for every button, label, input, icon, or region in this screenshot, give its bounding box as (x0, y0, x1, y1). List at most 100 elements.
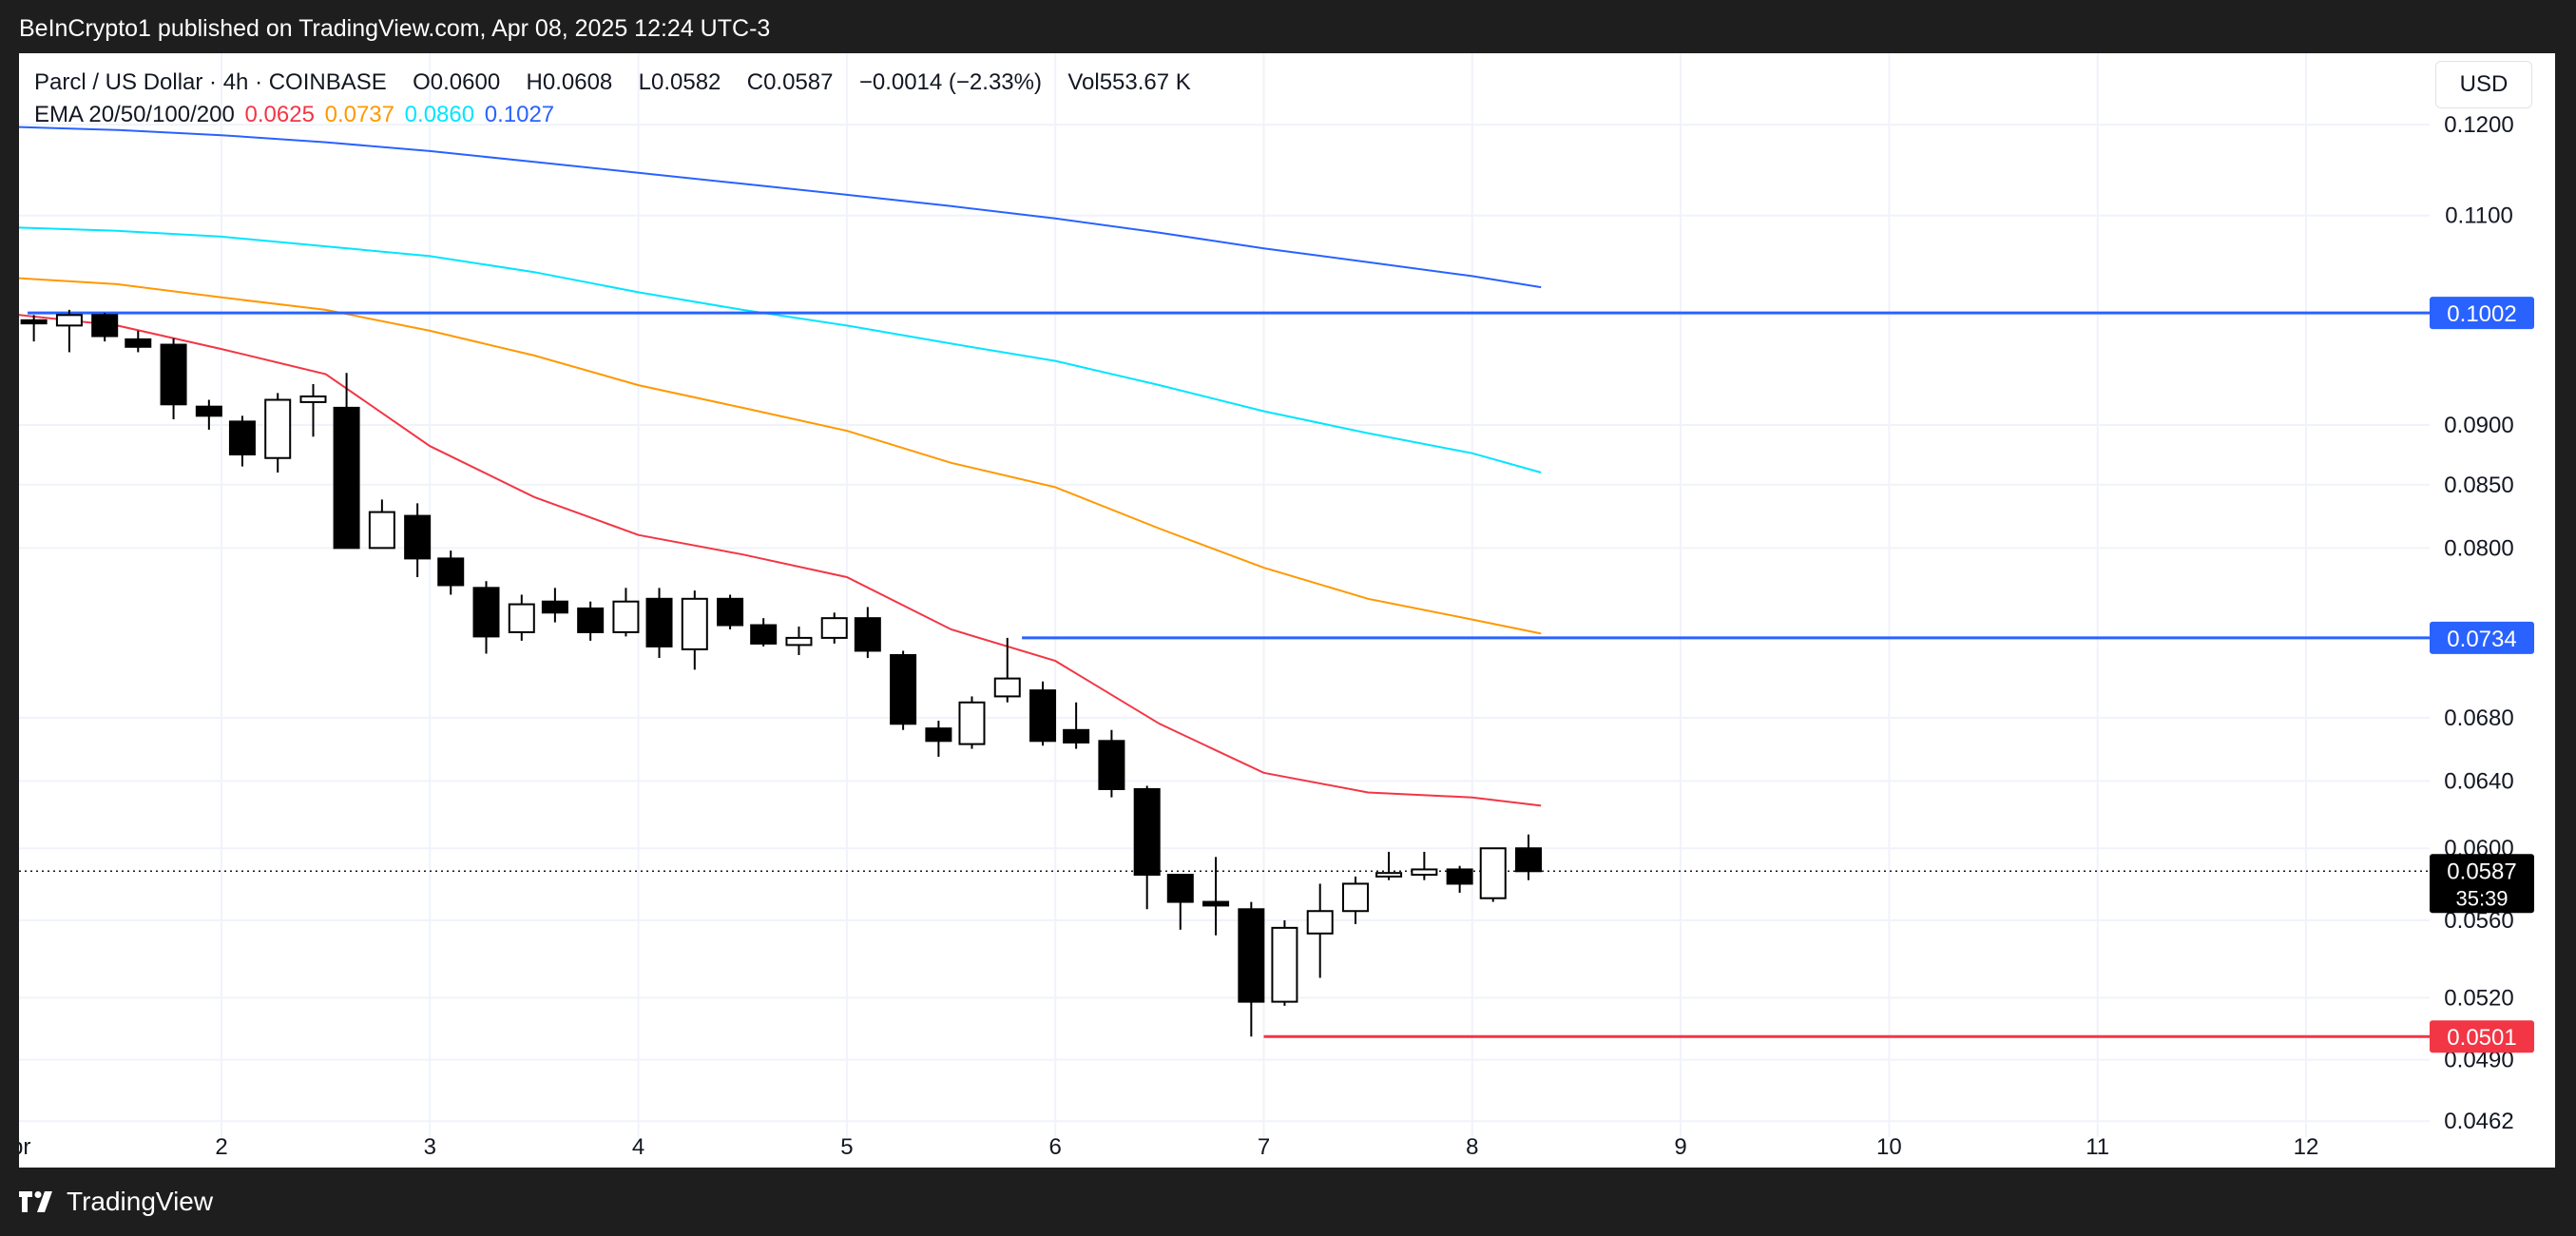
y-tick-label: 0.0900 (2444, 413, 2513, 438)
x-tick-label: Apr (19, 1134, 30, 1160)
candle-body (1375, 872, 1403, 878)
candle-body (1133, 787, 1161, 877)
ema50-value: 0.0737 (324, 102, 394, 127)
ohlc-high-label: H (526, 69, 543, 95)
candle-up (1479, 847, 1507, 902)
candle-body (91, 314, 119, 338)
candle-up (681, 590, 708, 670)
candle-up (1271, 920, 1298, 1006)
price-change: −0.0014 (−2.33%) (858, 69, 1042, 95)
candle-down (1446, 865, 1473, 893)
x-tick-label: 10 (1876, 1134, 1902, 1160)
candle-body (1479, 847, 1507, 899)
candle-down (437, 550, 465, 595)
ema-line-ema50 (19, 277, 1542, 635)
level-price-label: 0.1002 (2447, 301, 2516, 327)
bottom-bar: TradingView (0, 1168, 2576, 1236)
brand-name: TradingView (67, 1187, 214, 1216)
candle-body (55, 314, 83, 327)
candle-up (264, 393, 292, 473)
ohlc-open-label: O (413, 69, 431, 95)
candle-body (472, 587, 500, 638)
chart-legend: Parcl / US Dollar · 4h · COINBASE O0.060… (34, 67, 1191, 131)
candle-body (820, 617, 848, 639)
x-tick-label: 9 (1674, 1134, 1686, 1160)
currency-button[interactable]: USD (2435, 61, 2532, 108)
candle-body (645, 597, 673, 647)
ema-line-ema100 (19, 226, 1542, 473)
candle-body (195, 405, 222, 417)
ema-line-ema200 (19, 126, 1542, 289)
candle-up (55, 309, 83, 353)
candle-down (1238, 901, 1265, 1037)
candle-body (1515, 847, 1543, 873)
candle-up (368, 499, 395, 550)
tradingview-brand[interactable]: TradingView (19, 1187, 213, 1217)
candle-body (160, 343, 187, 406)
candle-down (890, 650, 917, 730)
candle-body (437, 557, 465, 587)
y-tick-label: 0.1200 (2444, 112, 2513, 138)
candle-down (1029, 681, 1057, 746)
ema100-value: 0.0860 (404, 102, 475, 127)
x-tick-label: 5 (840, 1134, 853, 1160)
x-tick-label: 7 (1258, 1134, 1270, 1160)
candle-body (125, 338, 152, 348)
candle-body (1166, 874, 1194, 903)
ohlc-open-value: 0.0600 (430, 69, 501, 95)
candle-down (228, 415, 256, 467)
candle-down (1515, 834, 1543, 880)
candle-body (333, 406, 360, 550)
candle-down (195, 399, 222, 430)
candle-body (1202, 900, 1230, 907)
ohlc-low-value: 0.0582 (650, 69, 721, 95)
candle-down (404, 503, 432, 577)
candle-down (91, 313, 119, 342)
price-chart[interactable]: 0.1200 0.1100 0.0900 0.0850 0.0800 0.0680 0.06… (19, 53, 2555, 1168)
candle-body (612, 600, 640, 633)
candle-down (125, 330, 152, 353)
volume-value: 553.67 K (1099, 69, 1191, 95)
level-price-label: 0.0501 (2447, 1025, 2516, 1051)
candle-body (1098, 740, 1125, 790)
candle-body (20, 319, 48, 325)
candle-down (541, 588, 568, 623)
candle-body (993, 677, 1021, 698)
candle-body (1238, 908, 1265, 1003)
ohlc-low-label: L (638, 69, 651, 95)
candle-down (854, 607, 881, 659)
candle-body (750, 624, 778, 645)
published-info: BeInCrypto1 published on TradingView.com… (19, 15, 771, 42)
candle-down (1133, 785, 1161, 910)
level-price-label: 0.0734 (2447, 627, 2516, 652)
candle-up (1411, 851, 1438, 880)
candle-down (1098, 729, 1125, 798)
candle-down (472, 581, 500, 654)
candle-down (333, 373, 360, 550)
x-tick-label: 2 (215, 1134, 227, 1160)
top-bar: BeInCrypto1 published on TradingView.com… (0, 0, 2576, 53)
candle-down (750, 618, 778, 647)
candle-body (1306, 910, 1334, 935)
candle-body (299, 395, 327, 403)
x-tick-label: 3 (424, 1134, 436, 1160)
chart-panel[interactable]: 0.1200 0.1100 0.0900 0.0850 0.0800 0.0680 0.06… (19, 53, 2555, 1168)
symbol-row: Parcl / US Dollar · 4h · COINBASE O0.060… (34, 67, 1191, 99)
x-tick-label: 8 (1466, 1134, 1478, 1160)
symbol-name: Parcl / US Dollar · 4h · COINBASE (34, 69, 387, 95)
candle-body (368, 511, 395, 550)
candle-down (160, 338, 187, 419)
volume-label: Vol (1067, 69, 1100, 95)
ema-label: EMA 20/50/100/200 (34, 102, 235, 127)
candle-body (508, 603, 535, 633)
candle-body (404, 514, 432, 560)
candle-body (890, 654, 917, 725)
candle-down (925, 721, 952, 757)
candle-down (717, 594, 744, 629)
tradingview-logo-icon (19, 1191, 52, 1212)
bar-countdown-label: 35:39 (2455, 886, 2508, 910)
candle-body (717, 597, 744, 627)
candle-up (820, 612, 848, 644)
candle-down (645, 588, 673, 659)
y-tick-label: 0.0680 (2444, 705, 2513, 731)
